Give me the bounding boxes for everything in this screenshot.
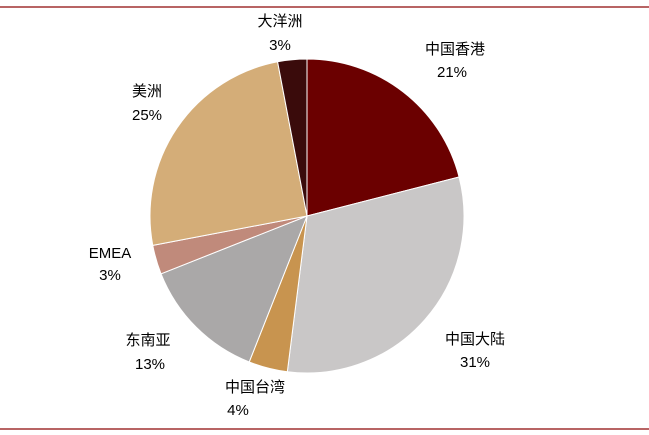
slice-label: 大洋洲 (257, 13, 302, 30)
slice-value-label: 3% (99, 267, 121, 284)
pie-slice (149, 61, 308, 247)
slice-label: 中国大陆 (445, 331, 505, 348)
slice-value-label: 31% (460, 354, 490, 371)
slice-value-label: 13% (135, 356, 165, 373)
slice-value-label: 4% (227, 402, 249, 419)
slice-value-label: 21% (437, 64, 467, 81)
pie-slice (160, 215, 308, 363)
slice-label: 中国台湾 (225, 379, 285, 396)
slice-label: 中国香港 (425, 41, 485, 58)
slice-label: 美洲 (132, 83, 162, 100)
pie-slice (286, 176, 465, 374)
pie-slice (276, 58, 308, 217)
slice-value-label: 3% (269, 37, 291, 54)
slice-label: 东南亚 (125, 332, 170, 349)
pie-slice (306, 58, 460, 217)
slice-label: EMEA (89, 245, 132, 262)
slice-value-label: 25% (132, 107, 162, 124)
